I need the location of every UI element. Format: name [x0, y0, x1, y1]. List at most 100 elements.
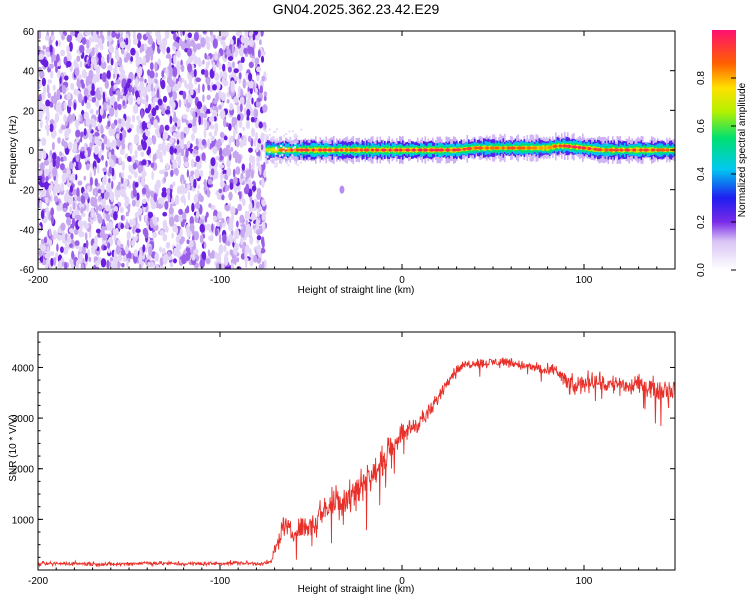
noise-blob [80, 113, 83, 125]
noise-blob [121, 249, 127, 256]
band-peak [303, 148, 310, 152]
noise-blob [248, 248, 252, 257]
noise-blob [214, 251, 218, 260]
noise-blob [49, 119, 55, 125]
noise-blob [190, 158, 195, 168]
noise-blob [164, 31, 170, 40]
band-peak [581, 146, 586, 150]
spectrogram-y-tick-label: 20 [23, 106, 35, 117]
band-fuzz [262, 127, 265, 130]
noise-blob [223, 80, 229, 87]
band-fuzz [287, 164, 290, 167]
noise-blob [109, 142, 114, 149]
noise-blob [253, 108, 259, 119]
noise-blob [120, 223, 124, 229]
noise-blob [190, 240, 194, 248]
spectrogram-x-label: Height of straight line (km) [298, 285, 415, 296]
noise-blob [240, 56, 245, 63]
noise-blob [255, 219, 260, 225]
noise-blob [154, 152, 157, 161]
noise-blob [128, 184, 132, 189]
band-segment [669, 149, 671, 151]
noise-blob [85, 163, 90, 171]
noise-blob [228, 123, 232, 131]
noise-blob [237, 134, 241, 140]
noise-blob [39, 243, 44, 249]
noise-blob [38, 163, 41, 169]
noise-blob [50, 70, 54, 79]
band-segment [450, 149, 452, 151]
noise-blob [240, 253, 246, 260]
noise-blob [230, 262, 234, 269]
noise-blob [57, 69, 61, 79]
noise-blob [132, 104, 139, 115]
noise-blob [40, 210, 45, 220]
noise-blob [218, 233, 222, 244]
noise-blob [145, 32, 150, 37]
noise-blob [132, 217, 136, 227]
noise-blob [109, 257, 114, 262]
noise-blob [136, 124, 140, 135]
band-fuzz [294, 133, 297, 136]
noise-blob [62, 246, 69, 255]
noise-blob [102, 101, 108, 112]
noise-blob [105, 191, 110, 198]
noise-blob [78, 253, 82, 263]
noise-blob [115, 31, 121, 40]
signal-band [260, 127, 675, 168]
noise-blob [173, 32, 177, 41]
band-segment [343, 149, 346, 151]
noise-blob [38, 249, 43, 257]
band-fuzz [276, 128, 278, 131]
noise-blob [95, 228, 101, 234]
noise-blob [156, 188, 160, 194]
band-segment [547, 147, 550, 149]
noise-blob [127, 155, 132, 162]
noise-blob [71, 217, 76, 227]
noise-blob [193, 149, 199, 155]
noise-blob [230, 147, 234, 152]
noise-blob [178, 38, 183, 47]
noise-blob [121, 143, 126, 150]
noise-blob [225, 204, 231, 212]
noise-blob [239, 96, 245, 106]
noise-blob [95, 73, 100, 83]
noise-blob [162, 254, 168, 265]
band-peak [506, 146, 511, 150]
noise-blob [250, 202, 253, 212]
band-peak [650, 148, 656, 152]
noise-blob [169, 137, 175, 144]
noise-blob [232, 61, 235, 69]
noise-blob [139, 81, 145, 92]
band-fuzz [275, 139, 278, 142]
noise-blob [154, 252, 160, 262]
noise-blob [218, 244, 224, 254]
noise-blob [164, 200, 169, 210]
noise-blob [142, 244, 146, 253]
noise-blob [67, 113, 73, 124]
noise-region [38, 31, 268, 269]
noise-blob [42, 150, 47, 160]
noise-blob [182, 31, 185, 36]
noise-blob [97, 195, 102, 201]
noise-blob [83, 128, 87, 136]
noise-blob [171, 104, 175, 113]
noise-blob [63, 192, 69, 203]
noise-blob [174, 197, 180, 205]
noise-blob [38, 66, 43, 73]
noise-blob [172, 124, 177, 132]
noise-blob [226, 167, 232, 177]
noise-blob [133, 249, 138, 257]
band-segment [462, 148, 464, 151]
noise-blob [176, 243, 180, 249]
noise-blob [148, 113, 153, 119]
band-peak [349, 148, 354, 152]
noise-blob [229, 103, 234, 111]
noise-blob [163, 176, 167, 183]
band-fuzz [263, 148, 266, 151]
noise-blob [105, 160, 108, 168]
snr-x-label: Height of straight line (km) [298, 584, 415, 595]
band-segment [393, 149, 395, 152]
noise-blob [134, 78, 139, 87]
